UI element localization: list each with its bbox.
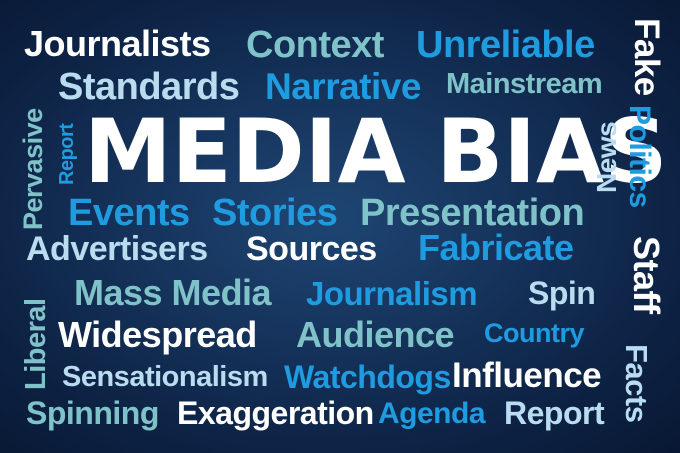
word-staff-vertical: Staff [626, 236, 667, 314]
word-watchdogs: Watchdogs [284, 359, 451, 395]
word-narrative: Narrative [265, 66, 421, 107]
word-liberal-vertical: Liberal [20, 298, 52, 390]
word-report-vertical: Report [56, 123, 78, 185]
word-fabricate: Fabricate [418, 227, 574, 268]
word-report: Report [504, 395, 605, 431]
word-sources: Sources [246, 230, 377, 268]
word-widespread: Widespread [58, 314, 257, 355]
word-spinning: Spinning [26, 395, 159, 431]
title-media-bias: MEDIA BIAS [84, 100, 668, 203]
word-unreliable: Unreliable [416, 24, 595, 66]
word-mass-media: Mass Media [74, 272, 272, 313]
word-fake-vertical: Fake [627, 18, 666, 96]
word-mainstream: Mainstream [446, 68, 603, 100]
word-stories: Stories [212, 192, 338, 234]
word-politics-vertical: Politics [623, 105, 656, 208]
word-journalism: Journalism [306, 275, 478, 312]
word-advertisers: Advertisers [26, 230, 208, 268]
word-presentation: Presentation [360, 192, 585, 234]
word-spin: Spin [528, 275, 596, 311]
word-facts-vertical: Facts [619, 344, 654, 423]
word-audience: Audience [296, 314, 455, 355]
word-journalists: Journalists [24, 23, 211, 64]
word-agenda: Agenda [378, 397, 486, 430]
word-exaggeration: Exaggeration [177, 395, 374, 431]
word-news-vertical: News [591, 121, 622, 193]
word-context: Context [246, 24, 384, 66]
word-events: Events [68, 192, 190, 234]
word-influence: Influence [452, 356, 602, 395]
word-country: Country [484, 318, 585, 348]
word-pervasive-vertical: Pervasive [18, 108, 48, 230]
word-standards: Standards [58, 66, 240, 108]
word-sensationalism: Sensationalism [62, 361, 268, 393]
